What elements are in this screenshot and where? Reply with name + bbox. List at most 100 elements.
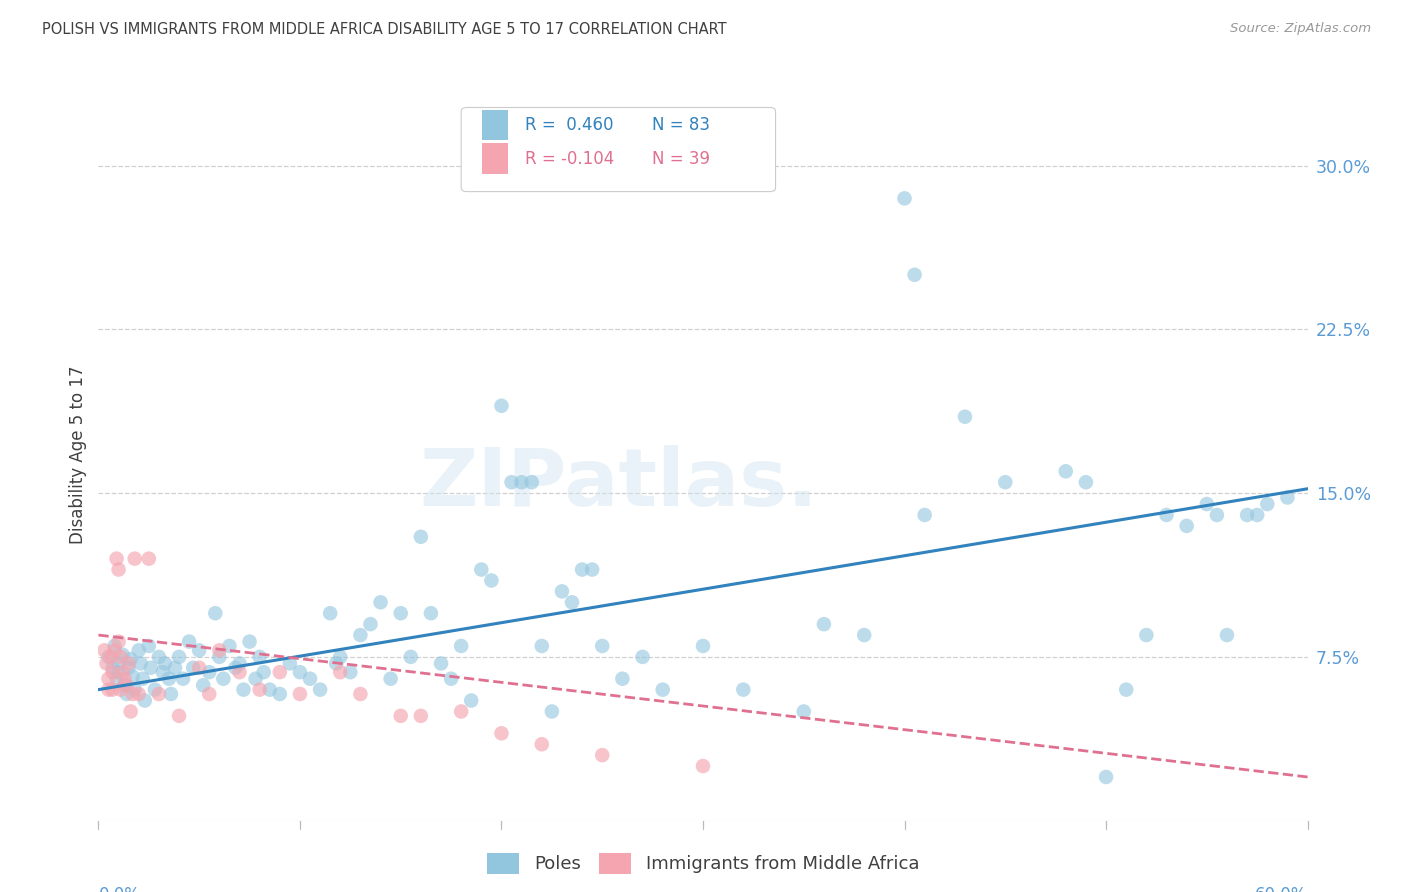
Point bbox=[249, 649, 271, 664]
Point bbox=[96, 657, 118, 671]
Point bbox=[1054, 464, 1077, 478]
Point bbox=[97, 682, 120, 697]
Point bbox=[329, 665, 352, 680]
Point bbox=[389, 709, 412, 723]
Point bbox=[1156, 508, 1178, 522]
Point bbox=[813, 617, 835, 632]
Point bbox=[111, 665, 134, 680]
Point bbox=[1115, 682, 1137, 697]
Point bbox=[120, 705, 142, 719]
Point bbox=[420, 606, 443, 620]
Point bbox=[198, 687, 221, 701]
Point bbox=[107, 634, 129, 648]
Point bbox=[110, 682, 132, 697]
Point bbox=[118, 661, 141, 675]
Point bbox=[561, 595, 583, 609]
Point bbox=[692, 639, 714, 653]
Point bbox=[152, 665, 174, 680]
Point bbox=[399, 649, 422, 664]
Point bbox=[501, 475, 523, 490]
Point bbox=[541, 705, 564, 719]
Point bbox=[118, 657, 141, 671]
Point bbox=[114, 672, 136, 686]
Point bbox=[491, 726, 513, 740]
Point bbox=[389, 606, 412, 620]
Text: N = 83: N = 83 bbox=[652, 116, 710, 134]
Point bbox=[114, 678, 136, 692]
Point bbox=[329, 649, 352, 664]
Point bbox=[460, 693, 482, 707]
Point bbox=[339, 665, 361, 680]
Point bbox=[1256, 497, 1278, 511]
Point bbox=[1236, 508, 1258, 522]
Point bbox=[530, 639, 553, 653]
Point bbox=[218, 639, 240, 653]
Point bbox=[1246, 508, 1268, 522]
Point bbox=[1206, 508, 1229, 522]
Point bbox=[491, 399, 513, 413]
Point bbox=[1277, 491, 1299, 505]
Point bbox=[450, 639, 472, 653]
Point bbox=[1095, 770, 1118, 784]
Point bbox=[107, 563, 129, 577]
Point bbox=[309, 682, 332, 697]
Point bbox=[111, 648, 134, 662]
Point bbox=[107, 657, 129, 671]
Point bbox=[551, 584, 574, 599]
Point bbox=[1216, 628, 1239, 642]
Point bbox=[121, 687, 143, 701]
Point bbox=[409, 530, 432, 544]
Point bbox=[128, 643, 150, 657]
Point bbox=[1135, 628, 1157, 642]
Point bbox=[188, 661, 211, 675]
Text: 0.0%: 0.0% bbox=[98, 886, 141, 892]
Point bbox=[228, 665, 250, 680]
FancyBboxPatch shape bbox=[482, 110, 509, 140]
Point bbox=[269, 687, 291, 701]
Point bbox=[520, 475, 543, 490]
Point bbox=[953, 409, 976, 424]
Point bbox=[167, 649, 190, 664]
Point bbox=[212, 672, 235, 686]
Point bbox=[914, 508, 936, 522]
Point bbox=[224, 661, 246, 675]
Point bbox=[228, 657, 250, 671]
Point bbox=[440, 672, 463, 686]
Point bbox=[134, 693, 156, 707]
Point bbox=[360, 617, 382, 632]
Point bbox=[571, 563, 593, 577]
Point bbox=[380, 672, 402, 686]
Point bbox=[172, 672, 194, 686]
Point bbox=[124, 682, 146, 697]
Point bbox=[101, 665, 124, 680]
Point bbox=[470, 563, 492, 577]
Point bbox=[204, 606, 226, 620]
Point bbox=[450, 705, 472, 719]
Point bbox=[299, 672, 322, 686]
Point bbox=[208, 649, 231, 664]
Text: Source: ZipAtlas.com: Source: ZipAtlas.com bbox=[1230, 22, 1371, 36]
Point bbox=[97, 672, 120, 686]
Point bbox=[103, 639, 125, 653]
Point bbox=[1074, 475, 1097, 490]
Point bbox=[319, 606, 342, 620]
Point bbox=[631, 649, 654, 664]
Y-axis label: Disability Age 5 to 17: Disability Age 5 to 17 bbox=[69, 366, 87, 544]
Point bbox=[179, 634, 201, 648]
Point bbox=[148, 687, 170, 701]
Point bbox=[232, 682, 254, 697]
Point bbox=[253, 665, 276, 680]
Point bbox=[115, 678, 138, 692]
Point bbox=[612, 672, 634, 686]
Text: R =  0.460: R = 0.460 bbox=[526, 116, 614, 134]
FancyBboxPatch shape bbox=[482, 144, 509, 174]
Point bbox=[124, 551, 146, 566]
Point bbox=[97, 649, 120, 664]
Point bbox=[148, 649, 170, 664]
Point bbox=[288, 687, 311, 701]
Point bbox=[651, 682, 673, 697]
Point bbox=[128, 687, 150, 701]
Point bbox=[349, 687, 371, 701]
Point bbox=[325, 657, 347, 671]
Point bbox=[110, 649, 132, 664]
